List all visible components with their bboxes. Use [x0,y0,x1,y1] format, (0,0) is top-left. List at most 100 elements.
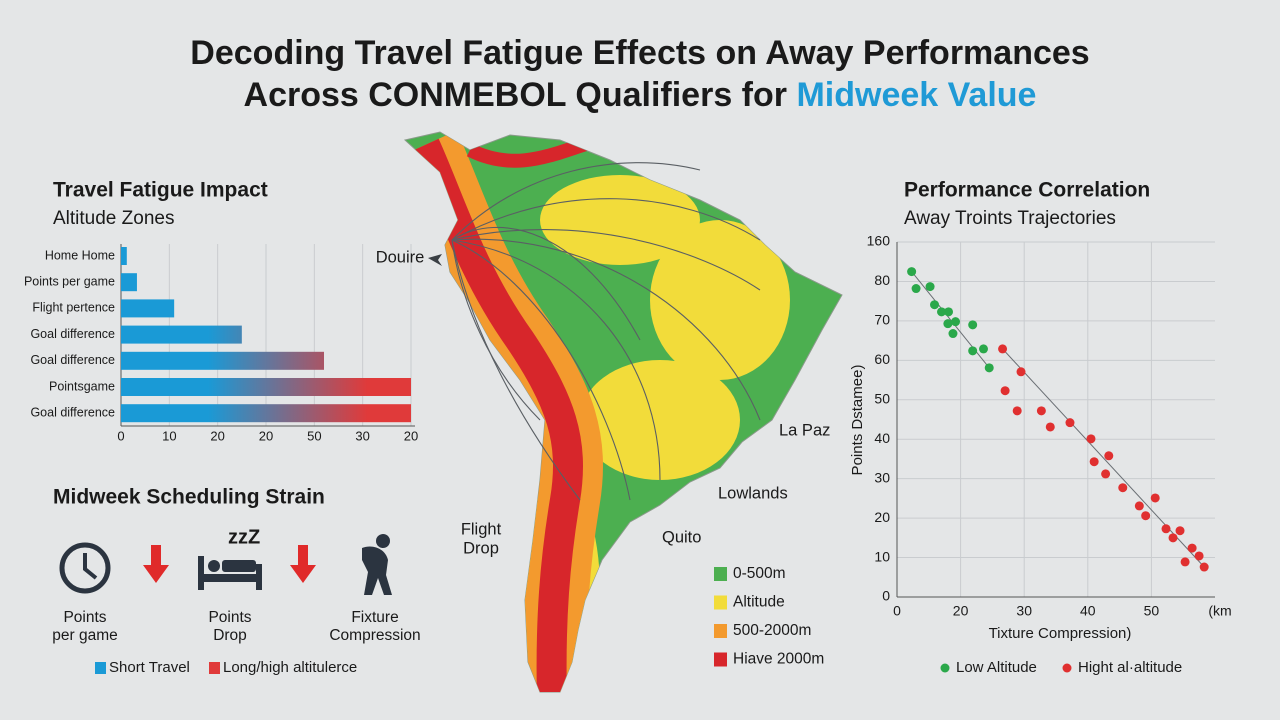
scatter-point [1187,543,1197,553]
x-tick-label: 50 [1144,603,1160,619]
x-tick-label: 0 [117,428,124,443]
map-label: La Paz [779,421,830,439]
legend-label: Hight al·altitude [1078,659,1182,676]
x-tick-label: 20 [404,428,418,443]
category-label: Points per game [24,274,115,288]
flight-path [451,226,641,341]
map-label: Drop [463,539,499,557]
y-tick-label: 40 [874,430,890,446]
bed-frame [198,574,262,582]
map-legend-label: 0-500m [733,565,786,582]
category-label: Pointsgame [49,379,115,393]
flight-path [451,239,541,421]
scatter-point [937,307,947,317]
chart-subtitle: Altitude Zones [53,208,174,229]
title-line-1: Decoding Travel Fatigue Effects on Away … [190,34,1089,72]
scatter-point [1194,551,1204,561]
scatter-point [998,344,1008,354]
scatter-point [1199,562,1209,572]
x-tick-label: 20 [259,428,273,443]
bar [121,247,127,265]
zone [580,360,740,480]
legend-label: Long/high altitulerce [223,659,357,676]
scatter-point [1118,483,1128,493]
y-tick-label: 80 [874,272,890,288]
scatter-point [911,284,921,294]
flight-path [451,238,761,421]
section-title: Midweek Scheduling Strain [53,486,325,509]
map-label: Lowlands [718,484,788,502]
category-label: Flight pertence [32,301,115,315]
scatter-point [1161,524,1171,534]
scatter-point [1101,469,1111,479]
scatter-point [944,307,954,317]
title-highlight: Midweek Value [796,76,1036,114]
item-label: Points [208,609,251,626]
category-label: Goal difference [30,353,115,367]
y-tick-label: 60 [874,351,890,367]
scatter-point [1089,457,1099,467]
scatter-point [943,319,953,329]
bar [121,351,324,370]
scatter-point [1141,511,1151,521]
map-legend-swatch [714,567,727,581]
chart-title: Performance Correlation [904,179,1150,202]
map-legend-swatch [714,595,727,610]
scatter-point [1180,557,1190,567]
scatter-point [968,346,978,356]
flight-path [451,229,761,291]
legend-label: Low Altitude [956,659,1037,676]
scatter-point [1134,501,1144,511]
x-axis-label: Tixture Compression) [989,625,1132,642]
scatter-point [925,282,935,292]
clock-icon [59,542,111,594]
category-label: Home Home [45,248,115,262]
x-tick-label: 50 [307,428,321,443]
x-unit: (km [1208,603,1231,619]
y-tick-label: 50 [874,390,890,406]
scatter-point [984,363,994,373]
flight-path [451,239,581,501]
y-tick-label: 20 [874,509,890,525]
body [362,546,392,595]
legend-label: Short Travel [109,659,190,676]
scatter-point [1175,526,1185,536]
legend-swatch [209,662,220,674]
flight-path [451,239,661,481]
scatter-point [1086,434,1096,444]
scatter-point [948,329,958,339]
scatter-point [1012,406,1022,416]
x-tick-label: 30 [1016,603,1032,619]
scheduling-icons [59,534,392,595]
chart-subtitle: Away Troints Trajectories [904,208,1116,229]
scatter-point [1065,418,1075,428]
bed-frame [256,564,262,590]
bar [121,273,137,292]
scatter-point [930,300,940,310]
sleep-icon-text: zzZ [228,526,260,548]
bar [121,299,175,318]
x-tick-label: 30 [355,428,369,443]
category-label: Goal difference [30,405,115,419]
flight-path [451,239,631,501]
scatter-point [951,317,961,327]
scatter-point [1104,451,1114,461]
flight-paths [451,162,761,501]
map-legend-swatch [714,652,727,667]
flight-path [451,198,761,241]
blanket [222,560,256,572]
chart-title: Travel Fatigue Impact [53,179,268,202]
scatter-point [978,344,988,354]
scatter-point [1150,493,1160,503]
scatter-point [1168,533,1178,543]
flight-path [451,162,701,241]
map-label: Quito [662,528,701,546]
scatter-point [907,267,917,277]
scatter-point [1016,367,1026,377]
zone [650,220,790,380]
title-text: Across CONMEBOL Qualifiers for [244,76,788,114]
x-tick-label: 0 [893,603,901,619]
